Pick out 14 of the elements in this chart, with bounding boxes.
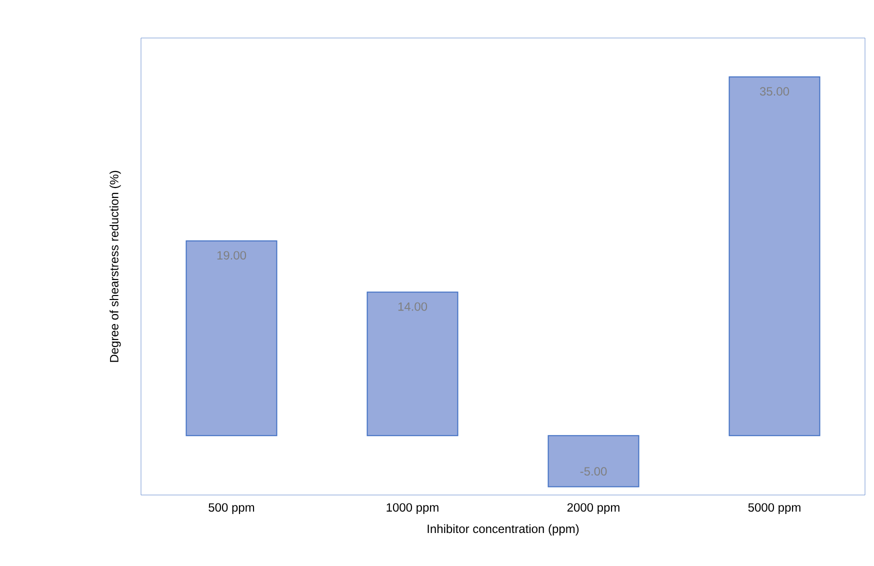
x-axis-title: Inhibitor concentration (ppm) bbox=[428, 524, 579, 536]
bar bbox=[186, 240, 278, 436]
y-axis-title: Degree of shearstress reduction (%) bbox=[110, 170, 121, 362]
bar bbox=[728, 76, 820, 436]
bar bbox=[366, 292, 458, 436]
bar bbox=[548, 435, 640, 488]
data-label: 35.00 bbox=[760, 87, 790, 96]
data-label: 19.00 bbox=[217, 251, 246, 260]
x-tick-label: 500 ppm bbox=[208, 503, 254, 514]
data-label: -5.00 bbox=[580, 467, 607, 476]
x-tick-label: 2000 ppm bbox=[567, 503, 620, 514]
x-tick-label: 1000 ppm bbox=[386, 503, 438, 514]
data-label: 14.00 bbox=[398, 302, 428, 311]
x-tick-label: 5000 ppm bbox=[748, 503, 800, 514]
